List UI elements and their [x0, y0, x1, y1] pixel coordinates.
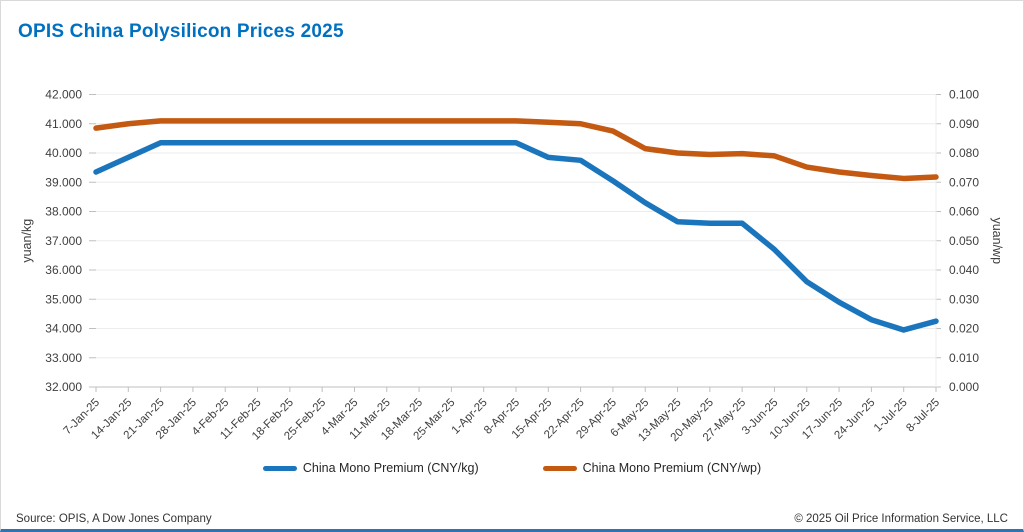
legend-line-swatch-wp	[542, 465, 577, 471]
right-axis-tick-label: 0.070	[949, 175, 979, 189]
left-axis-tick-label: 39.000	[45, 175, 82, 189]
chart-footer: Source: OPIS, A Dow Jones Company © 2025…	[1, 513, 1023, 525]
legend-item-cny-kg: China Mono Premium (CNY/kg)	[262, 461, 479, 475]
left-axis-tick-label: 36.000	[45, 263, 82, 277]
series-line-cny-wp	[93, 118, 939, 182]
left-axis-tick-label: 33.000	[45, 351, 82, 365]
left-axis-tick-label: 37.000	[45, 234, 82, 248]
left-axis-tick-label: 42.000	[45, 88, 82, 102]
right-axis-tick-label: 0.020	[949, 322, 979, 336]
left-axis-tick-label: 40.000	[45, 146, 82, 160]
right-axis-tick-label: 0.000	[949, 380, 979, 394]
right-axis-tick-label: 0.080	[949, 146, 979, 160]
page-title: OPIS China Polysilicon Prices 2025	[18, 21, 344, 42]
right-axis-tick-label: 0.060	[949, 205, 979, 219]
left-axis-title: yuan/kg	[20, 219, 34, 263]
price-chart: 42.000 0.100 41.000 0.090 40.000 0.080 39.000 0…	[20, 88, 1004, 444]
right-axis-tick-label: 0.100	[949, 88, 979, 102]
right-axis-tick-label: 0.050	[949, 234, 979, 248]
left-axis-tick-label: 32.000	[45, 380, 82, 394]
chart-legend: China Mono Premium (CNY/kg) China Mono P…	[1, 461, 1023, 475]
series-line-cny-kg	[93, 140, 939, 333]
left-axis-tick-label: 35.000	[45, 292, 82, 306]
copyright-note: © 2025 Oil Price Information Service, LL…	[794, 513, 1008, 525]
legend-line-swatch-kg	[262, 465, 297, 471]
x-axis-tick-label: 8-Jul-25	[904, 397, 942, 435]
left-axis-tick-label: 38.000	[45, 205, 82, 219]
legend-label-kg: China Mono Premium (CNY/kg)	[302, 461, 479, 475]
left-axis-tick-label: 41.000	[45, 117, 82, 131]
right-axis-tick-label: 0.040	[949, 263, 979, 277]
left-axis-tick-label: 34.000	[45, 322, 82, 336]
legend-item-cny-wp: China Mono Premium (CNY/wp)	[542, 461, 762, 475]
right-axis-title: yuan/wp	[990, 217, 1004, 264]
right-axis-tick-label: 0.030	[949, 292, 979, 306]
right-axis-tick-label: 0.090	[949, 117, 979, 131]
legend-label-wp: China Mono Premium (CNY/wp)	[582, 461, 762, 475]
right-axis-tick-label: 0.010	[949, 351, 979, 365]
x-axis-tick-label: 1-Jul-25	[872, 397, 910, 435]
source-note: Source: OPIS, A Dow Jones Company	[16, 513, 212, 525]
